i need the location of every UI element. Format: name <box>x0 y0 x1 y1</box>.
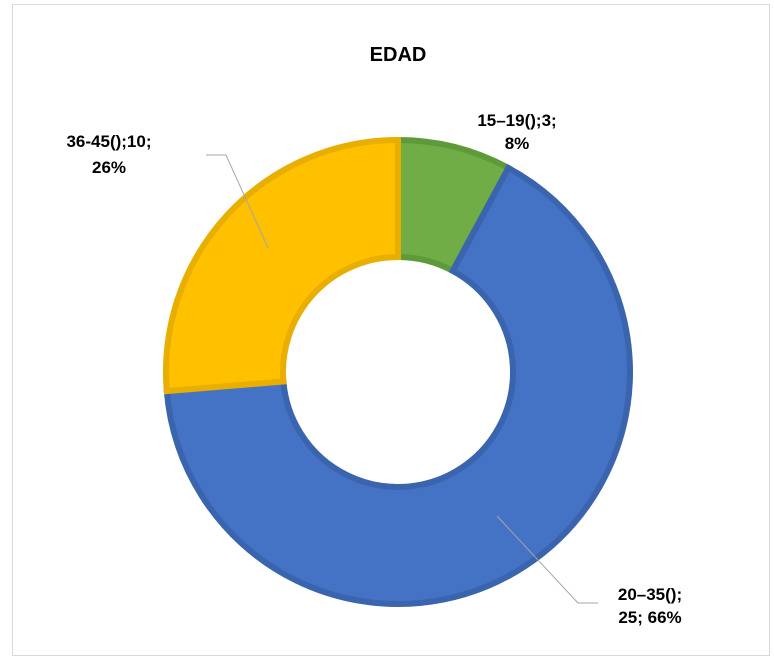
leader-line-36-45 <box>206 154 269 249</box>
data-label-20-35-line: 20–35(); <box>618 585 682 604</box>
data-label-36-45: 36-45();10; 26% <box>66 132 151 177</box>
slice-36-45 <box>163 136 401 395</box>
data-label-15-19: 15–19();3; 8% <box>477 111 556 153</box>
data-label-15-19-line: 8% <box>505 134 530 153</box>
slice-20-35 <box>163 163 633 607</box>
data-label-15-19-line: 15–19();3; <box>477 111 556 130</box>
data-label-20-35-line: 25; 66% <box>618 608 681 627</box>
data-label-36-45-line: 26% <box>92 158 126 177</box>
data-label-20-35: 20–35(); 25; 66% <box>618 585 682 627</box>
chart-title: EDAD <box>370 44 427 66</box>
leader-line-20-35 <box>496 515 598 604</box>
data-label-36-45-line: 36-45();10; <box>66 132 151 151</box>
